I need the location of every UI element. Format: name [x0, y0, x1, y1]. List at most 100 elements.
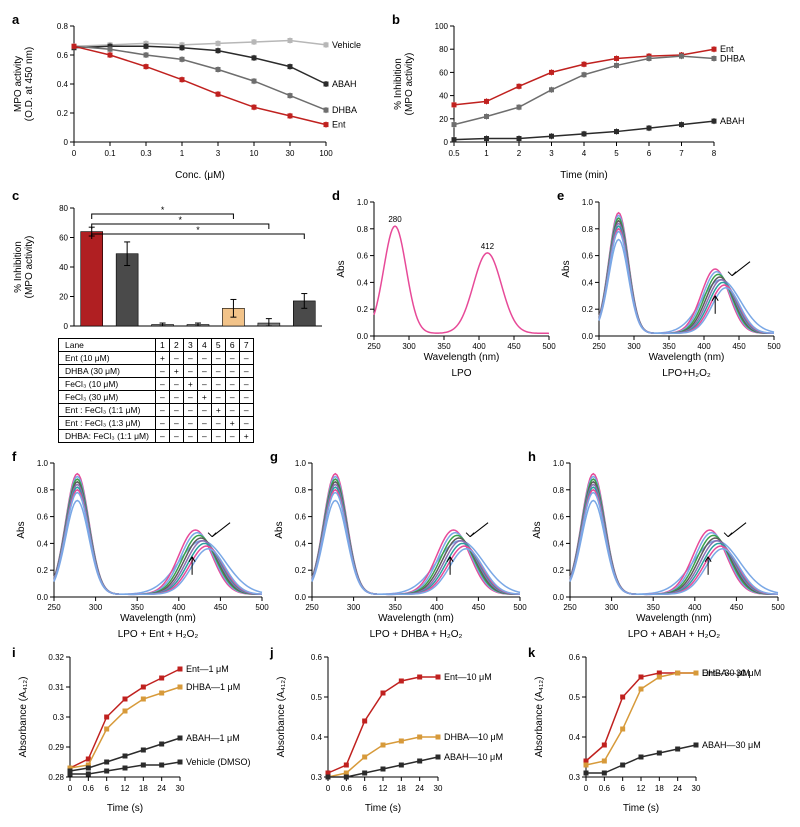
panel-k-svg: 0.30.40.50.600.6612182430Time (s)Absorba…	[528, 645, 786, 815]
svg-text:18: 18	[139, 784, 148, 793]
svg-text:0.0: 0.0	[295, 593, 307, 602]
svg-text:0.4: 0.4	[582, 278, 594, 287]
svg-text:MPO activity(O.D. at 450 nm): MPO activity(O.D. at 450 nm)	[13, 47, 35, 121]
svg-text:0: 0	[68, 784, 73, 793]
svg-text:350: 350	[131, 603, 145, 612]
panel-c-table: Lane1234567Ent (10 μM)+––––––DHBA (30 μM…	[12, 338, 332, 443]
panel-d-svg: 2503003504004505000.00.20.40.60.81.0Wave…	[332, 188, 557, 378]
svg-text:18: 18	[655, 784, 664, 793]
svg-text:2: 2	[517, 149, 522, 158]
svg-text:0.5: 0.5	[569, 693, 581, 702]
panel-i-svg: 0.280.290.30.310.3200.6612182430Time (s)…	[12, 645, 270, 815]
svg-text:500: 500	[771, 603, 785, 612]
svg-text:0.2: 0.2	[37, 566, 49, 575]
svg-text:0.29: 0.29	[48, 743, 64, 752]
svg-text:0.31: 0.31	[48, 683, 64, 692]
svg-text:0: 0	[64, 138, 69, 147]
svg-text:450: 450	[507, 342, 521, 351]
panel-h-svg: 2503003504004505000.00.20.40.60.81.0Wave…	[528, 449, 786, 639]
svg-text:400: 400	[697, 342, 711, 351]
svg-text:0.4: 0.4	[569, 733, 581, 742]
panel-c-svg: 020406080% Inhibition(MPO activity)***	[12, 188, 332, 338]
row-1: a 00.20.40.60.800.10.3131030100Conc. (μM…	[12, 12, 788, 182]
svg-text:0.5: 0.5	[448, 149, 460, 158]
svg-text:0: 0	[444, 138, 449, 147]
svg-text:0.6: 0.6	[295, 513, 307, 522]
svg-text:DHBA: DHBA	[332, 105, 357, 115]
svg-text:Wavelength (nm): Wavelength (nm)	[120, 613, 196, 624]
svg-text:30: 30	[692, 784, 701, 793]
svg-text:Time (min): Time (min)	[560, 170, 607, 181]
svg-text:Conc. (μM): Conc. (μM)	[175, 170, 225, 181]
svg-text:1.0: 1.0	[553, 459, 565, 468]
svg-text:12: 12	[379, 784, 388, 793]
svg-text:Absorbance (A₄₁₂): Absorbance (A₄₁₂)	[534, 677, 545, 758]
svg-text:DHBA—30 μM: DHBA—30 μM	[702, 668, 761, 678]
svg-text:24: 24	[157, 784, 166, 793]
svg-text:0.4: 0.4	[37, 539, 49, 548]
svg-text:400: 400	[172, 603, 186, 612]
svg-text:1: 1	[180, 149, 185, 158]
svg-text:DHBA: DHBA	[720, 53, 745, 63]
panel-c-label: c	[12, 188, 19, 203]
panel-e-svg: 2503003504004505000.00.20.40.60.81.0Wave…	[557, 188, 782, 378]
svg-text:0: 0	[72, 149, 77, 158]
svg-text:LPO + DHBA + H₂O₂: LPO + DHBA + H₂O₂	[370, 629, 463, 639]
svg-text:1.0: 1.0	[295, 459, 307, 468]
svg-text:24: 24	[415, 784, 424, 793]
svg-text:0.8: 0.8	[357, 225, 369, 234]
svg-text:Ent: Ent	[332, 120, 346, 130]
svg-text:500: 500	[542, 342, 556, 351]
svg-text:0.0: 0.0	[553, 593, 565, 602]
svg-text:*: *	[196, 225, 200, 235]
svg-text:4: 4	[582, 149, 587, 158]
panel-f-label: f	[12, 449, 16, 464]
svg-text:Abs: Abs	[16, 521, 27, 538]
svg-text:Abs: Abs	[274, 521, 285, 538]
svg-text:% Inhibition(MPO activity): % Inhibition(MPO activity)	[13, 236, 35, 299]
svg-text:7: 7	[679, 149, 684, 158]
svg-text:12: 12	[637, 784, 646, 793]
panel-k-label: k	[528, 645, 535, 660]
svg-text:3: 3	[216, 149, 221, 158]
panel-a-label: a	[12, 12, 19, 27]
svg-text:60: 60	[439, 68, 448, 77]
svg-text:Wavelength (nm): Wavelength (nm)	[636, 613, 712, 624]
svg-text:1.0: 1.0	[37, 459, 49, 468]
svg-text:0.0: 0.0	[37, 593, 49, 602]
svg-text:250: 250	[367, 342, 381, 351]
svg-text:Vehicle: Vehicle	[332, 40, 361, 50]
svg-text:300: 300	[627, 342, 641, 351]
panel-j-svg: 0.30.40.50.600.6612182430Time (s)Absorba…	[270, 645, 528, 815]
svg-text:6: 6	[104, 784, 109, 793]
svg-text:300: 300	[89, 603, 103, 612]
svg-text:0.4: 0.4	[553, 539, 565, 548]
svg-text:0.2: 0.2	[357, 305, 369, 314]
svg-text:250: 250	[563, 603, 577, 612]
svg-text:350: 350	[647, 603, 661, 612]
svg-text:30: 30	[434, 784, 443, 793]
svg-text:LPO: LPO	[451, 368, 471, 378]
svg-text:Wavelength (nm): Wavelength (nm)	[649, 352, 725, 363]
row-3: f 2503003504004505000.00.20.40.60.81.0Wa…	[12, 449, 788, 639]
svg-text:DHBA—10 μM: DHBA—10 μM	[444, 732, 503, 742]
svg-text:Ent—1 μM: Ent—1 μM	[186, 664, 229, 674]
svg-text:1: 1	[484, 149, 489, 158]
svg-text:0.5: 0.5	[311, 693, 323, 702]
svg-text:0.28: 0.28	[48, 773, 64, 782]
svg-text:0.2: 0.2	[57, 109, 69, 118]
svg-text:40: 40	[439, 92, 448, 101]
panel-k: k 0.30.40.50.600.6612182430Time (s)Absor…	[528, 645, 786, 815]
svg-text:0.2: 0.2	[295, 566, 307, 575]
svg-text:100: 100	[319, 149, 333, 158]
panel-g: g 2503003504004505000.00.20.40.60.81.0Wa…	[270, 449, 528, 639]
panel-i-label: i	[12, 645, 16, 660]
svg-text:0.6: 0.6	[569, 653, 581, 662]
panel-e: e 2503003504004505000.00.20.40.60.81.0Wa…	[557, 188, 782, 378]
panel-a: a 00.20.40.60.800.10.3131030100Conc. (μM…	[12, 12, 392, 182]
svg-text:350: 350	[437, 342, 451, 351]
svg-text:0.1: 0.1	[104, 149, 116, 158]
svg-text:ABAH—30 μM: ABAH—30 μM	[702, 740, 761, 750]
svg-text:Time (s): Time (s)	[365, 803, 401, 814]
svg-text:0.4: 0.4	[311, 733, 323, 742]
